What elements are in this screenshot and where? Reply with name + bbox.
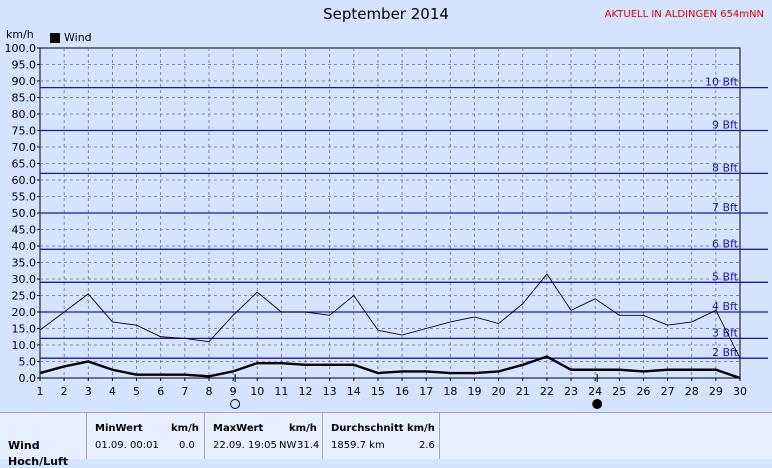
avg-header: Durchschnitt km/h: [331, 423, 435, 434]
x-tick-label: 1: [37, 385, 44, 398]
y-tick-label: 55.0: [12, 191, 37, 204]
x-tick-label: 5: [133, 385, 140, 398]
legend-swatch-wind: [50, 32, 60, 43]
y-tick-label: 90.0: [12, 75, 37, 88]
new-moon-icon: [592, 399, 603, 409]
y-tick-label: 25.0: [12, 290, 37, 303]
y-tick-label: 65.0: [12, 158, 37, 171]
x-tick-label: 24: [588, 385, 602, 398]
y-tick-label: 100.0: [5, 42, 37, 55]
avg-stat-cell: Durchschnitt km/h 1859.7 km 2.6: [322, 413, 440, 459]
station-label: AKTUELL IN ALDINGEN 654mNN: [604, 9, 764, 20]
wind-chart: 0.0 5.0 10.0 15.0 20.0 25.0 30.0 35.0 40.0 45.0 50…: [5, 42, 768, 409]
x-tick-label: 12: [299, 385, 313, 398]
avg-value: 2.6: [419, 440, 435, 451]
max-stat-cell: MaxWert km/h 22.09. 19:05 NW 31.4: [204, 413, 322, 459]
x-tick-label: 14: [347, 385, 361, 398]
x-tick-label: 13: [323, 385, 337, 398]
beaufort-label: 8 Bft: [712, 161, 739, 174]
series-line-wind: [39, 355, 741, 380]
y-tick-label: 0.0: [19, 372, 37, 385]
max-header: MaxWert: [213, 423, 264, 434]
y-tick-label: 15.0: [12, 323, 37, 336]
chart-title: September 2014: [323, 5, 449, 23]
x-tick-label: 25: [612, 385, 626, 398]
y-tick-label: 35.0: [12, 257, 37, 270]
x-tick-label: 7: [181, 385, 188, 398]
beaufort-label: 3 Bft: [712, 326, 739, 339]
x-tick-label: 9: [230, 385, 237, 398]
y-tick-label: 30.0: [12, 273, 37, 286]
x-tick-label: 21: [516, 385, 530, 398]
beaufort-label: 6 Bft: [712, 237, 739, 250]
x-tick-label: 4: [109, 385, 116, 398]
row-label-wind: Wind: [8, 439, 40, 452]
x-tick-label: 23: [564, 385, 578, 398]
beaufort-label: 9 Bft: [712, 119, 739, 132]
x-tick-label: 28: [685, 385, 699, 398]
max-dir: NW: [279, 440, 297, 451]
y-tick-label: 20.0: [12, 306, 37, 319]
min-date: 01.09. 00:01: [95, 440, 159, 451]
x-tick-label: 29: [709, 385, 723, 398]
min-header: MinWert: [95, 423, 143, 434]
legend: Wind: [50, 31, 92, 44]
legend-label-wind: Wind: [64, 31, 92, 44]
x-tick-label: 19: [467, 385, 481, 398]
x-tick-label: 8: [205, 385, 212, 398]
max-date: 22.09. 19:05: [213, 440, 277, 451]
series-line-gust: [39, 273, 741, 359]
beaufort-label: 2 Bft: [712, 346, 739, 359]
x-tick-label: 10: [250, 385, 264, 398]
x-tick-label: 30: [733, 385, 747, 398]
min-unit: km/h: [171, 423, 199, 434]
x-tick-label: 20: [492, 385, 506, 398]
beaufort-label: 5 Bft: [712, 270, 739, 283]
min-stat-cell: MinWert km/h 01.09. 00:01 0.0: [86, 413, 204, 459]
y-tick-label: 50.0: [12, 207, 37, 220]
y-tick-label: 10.0: [12, 339, 37, 352]
full-moon-icon: [230, 399, 241, 409]
y-tick-label: 85.0: [12, 92, 37, 105]
row-label-second: Hoch/Luft: [8, 455, 69, 468]
y-tick-label: 70.0: [12, 141, 37, 154]
x-tick-label: 17: [419, 385, 433, 398]
x-tick-label: 26: [636, 385, 650, 398]
y-tick-label: 5.0: [19, 356, 37, 369]
x-tick-label: 16: [395, 385, 409, 398]
x-tick-label: 18: [443, 385, 457, 398]
stats-footer: Wind Hoch/Luft MinWert km/h 01.09. 00:01…: [0, 412, 772, 468]
beaufort-label: 7 Bft: [712, 201, 739, 214]
x-tick-label: 15: [371, 385, 385, 398]
y-axis-unit: km/h: [6, 28, 34, 41]
min-value: 0.0: [179, 440, 195, 451]
avg-km: 1859.7 km: [331, 440, 385, 451]
x-tick-label: 11: [274, 385, 288, 398]
y-tick-label: 45.0: [12, 224, 37, 237]
y-tick-label: 95.0: [12, 59, 37, 72]
x-tick-label: 3: [85, 385, 92, 398]
max-unit: km/h: [289, 423, 317, 434]
x-tick-label: 2: [61, 385, 68, 398]
y-tick-label: 75.0: [12, 125, 37, 138]
x-tick-label: 27: [661, 385, 675, 398]
y-tick-label: 80.0: [12, 108, 37, 121]
x-tick-label: 22: [540, 385, 554, 398]
y-tick-label: 60.0: [12, 174, 37, 187]
max-value: 31.4: [297, 440, 320, 451]
x-tick-label: 6: [157, 385, 164, 398]
beaufort-label: 10 Bft: [705, 76, 739, 89]
y-tick-label: 40.0: [12, 240, 37, 253]
beaufort-label: 4 Bft: [712, 300, 739, 313]
